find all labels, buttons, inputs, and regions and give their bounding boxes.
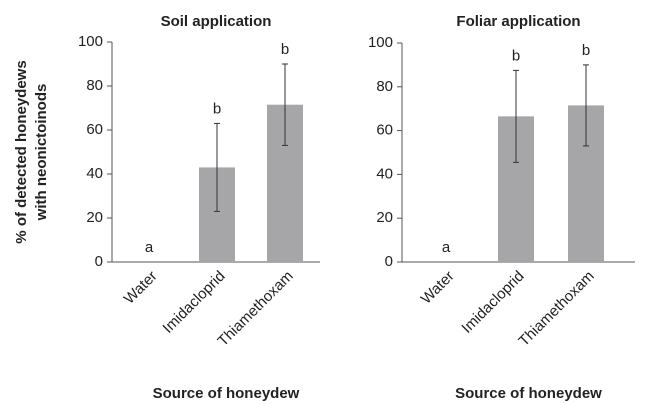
chart-title: Soil application bbox=[161, 13, 272, 30]
annotation: b bbox=[213, 100, 221, 117]
y-tick-label: 60 bbox=[376, 122, 393, 139]
annotation: b bbox=[582, 42, 590, 59]
y-tick-label: 60 bbox=[86, 121, 103, 138]
x-tick-label: Imidacloprid bbox=[159, 268, 228, 337]
y-tick-label: 0 bbox=[385, 253, 393, 270]
annotation: b bbox=[281, 41, 289, 58]
x-tick-label: Water bbox=[418, 268, 458, 308]
x-tick-label: Thiamethoxam bbox=[515, 268, 597, 350]
y-tick-label: 100 bbox=[368, 34, 393, 51]
y-axis-label: % of detected honeydews bbox=[13, 60, 30, 243]
y-tick-label: 40 bbox=[86, 165, 103, 182]
annotation: b bbox=[512, 47, 520, 64]
y-tick-label: 80 bbox=[376, 78, 393, 95]
y-tick-label: 0 bbox=[95, 253, 103, 270]
chart-title: Foliar application bbox=[456, 13, 580, 30]
y-tick-label: 20 bbox=[86, 209, 103, 226]
x-tick-label: Imidacloprid bbox=[458, 268, 527, 337]
annotation: a bbox=[442, 239, 451, 256]
y-tick-label: 40 bbox=[376, 165, 393, 182]
x-axis-label: Source of honeydew bbox=[153, 385, 300, 402]
y-tick-label: 80 bbox=[86, 77, 103, 94]
y-tick-label: 100 bbox=[78, 33, 103, 50]
y-axis-label: with neonictoinods bbox=[33, 84, 50, 222]
x-tick-label: Water bbox=[121, 268, 161, 308]
y-tick-label: 20 bbox=[376, 209, 393, 226]
annotation: a bbox=[145, 239, 154, 256]
x-axis-label: Source of honeydew bbox=[455, 385, 602, 402]
